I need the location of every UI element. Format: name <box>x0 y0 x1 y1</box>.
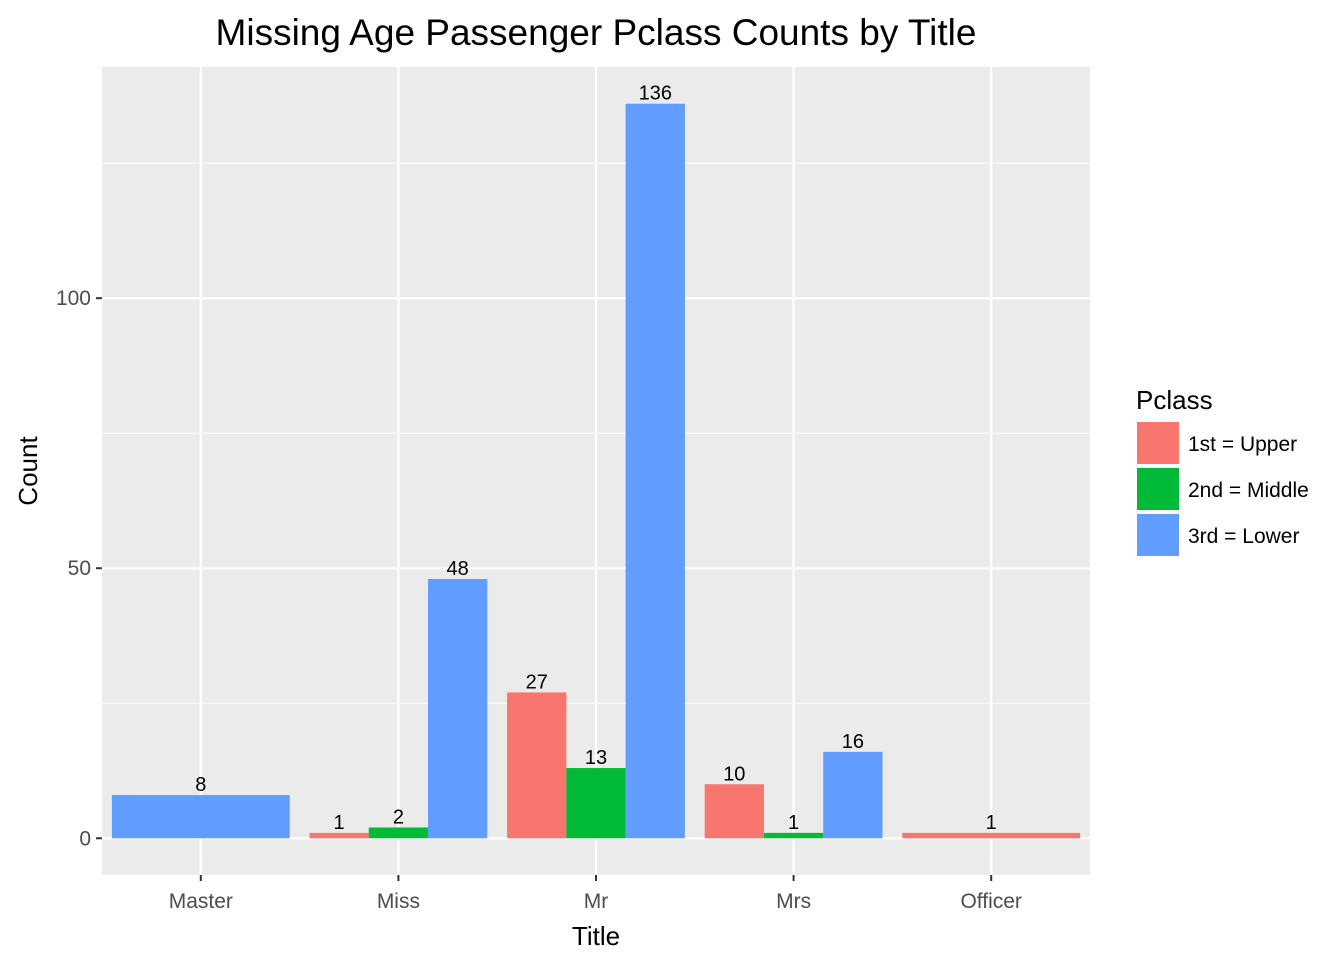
bar-value-label: 136 <box>639 83 672 105</box>
legend-title: Pclass <box>1136 385 1213 415</box>
x-tick-label: Mr <box>584 890 609 913</box>
bar-value-label: 1 <box>334 812 345 834</box>
bar-value-label: 2 <box>393 806 404 828</box>
bar-value-label: 16 <box>842 731 864 753</box>
bar-value-label: 1 <box>788 812 799 834</box>
bar <box>566 768 626 839</box>
legend-label: 2nd = Middle <box>1188 479 1309 502</box>
legend-label: 1st = Upper <box>1188 433 1297 456</box>
legend-swatch <box>1137 468 1179 510</box>
legend-items: 1st = Upper 2nd = Middle 3rd = Lower <box>1137 422 1309 556</box>
bar-value-label: 27 <box>526 671 548 693</box>
x-tick-label: Miss <box>377 890 420 913</box>
bar-labels: 8 1 2 48 27 13 136 10 1 16 1 <box>195 83 997 834</box>
x-tick-label: Officer <box>960 890 1021 913</box>
y-tick-label: 0 <box>79 827 91 850</box>
y-tick-label: 50 <box>68 557 91 580</box>
legend-swatch <box>1137 514 1179 556</box>
x-tick-label: Mrs <box>776 890 811 913</box>
bar-value-label: 1 <box>986 812 997 834</box>
y-tick-label: 100 <box>56 287 91 310</box>
bar <box>368 827 429 839</box>
chart-title: Missing Age Passenger Pclass Counts by T… <box>216 12 977 53</box>
bar <box>625 103 685 839</box>
bar <box>428 579 488 839</box>
bar <box>704 784 764 839</box>
bar <box>507 692 567 839</box>
bar-value-label: 8 <box>195 774 206 796</box>
bar-value-label: 48 <box>447 558 469 580</box>
bar <box>902 832 1081 839</box>
bar-value-label: 13 <box>585 747 607 769</box>
legend: Pclass 1st = Upper 2nd = Middle 3rd = Lowe… <box>1136 385 1309 556</box>
bar <box>823 751 883 839</box>
legend-swatch <box>1137 422 1179 464</box>
x-axis: Master Miss Mr Mrs Officer <box>169 875 1022 913</box>
x-tick-label: Master <box>169 890 233 913</box>
y-axis: 0 50 100 <box>56 287 102 850</box>
bar <box>309 832 369 839</box>
x-axis-title: Title <box>572 921 620 951</box>
y-axis-title: Count <box>13 436 43 506</box>
bar <box>111 795 290 839</box>
legend-label: 3rd = Lower <box>1188 525 1299 548</box>
bars <box>111 103 1081 839</box>
bar <box>763 832 824 839</box>
bar-value-label: 10 <box>723 763 745 785</box>
